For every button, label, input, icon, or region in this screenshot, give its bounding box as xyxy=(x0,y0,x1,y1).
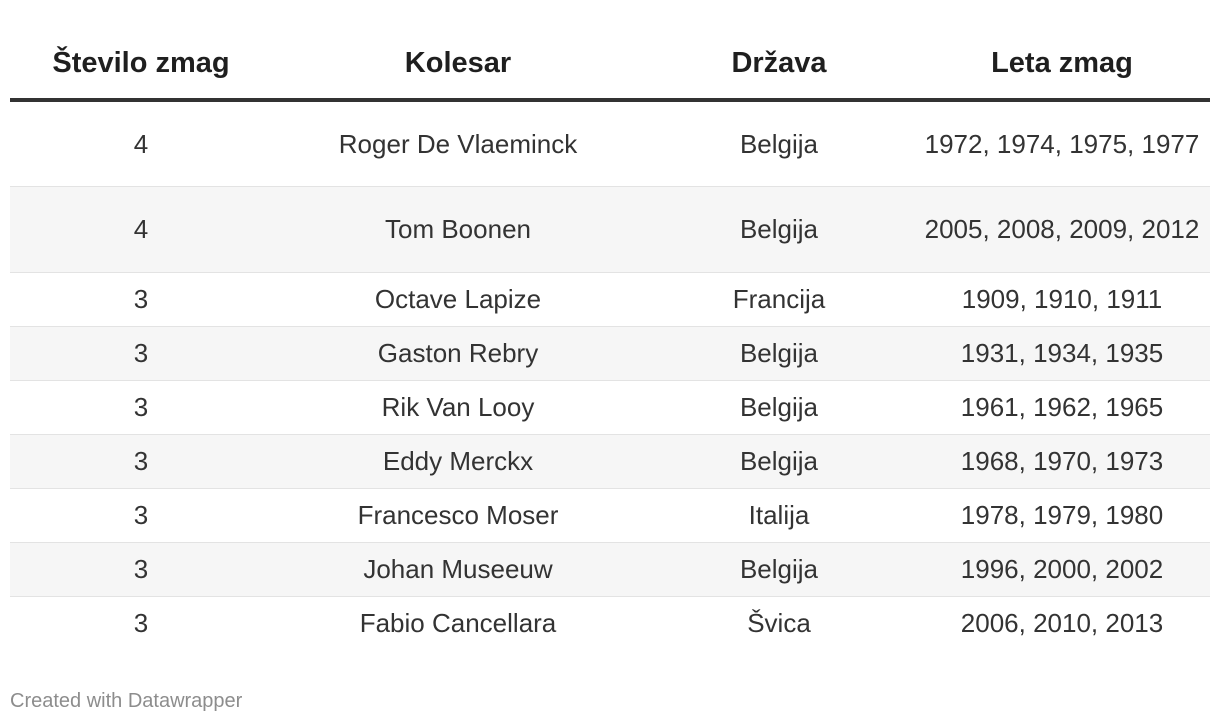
table-row: 3 Eddy Merckx Belgija 1968, 1970, 1973 xyxy=(10,434,1210,489)
cell-years: 1931, 1934, 1935 xyxy=(914,326,1210,381)
table-row: 3 Johan Museeuw Belgija 1996, 2000, 2002 xyxy=(10,542,1210,597)
cell-wins: 3 xyxy=(10,542,272,597)
cell-wins: 4 xyxy=(10,100,272,187)
table-row: 3 Francesco Moser Italija 1978, 1979, 1980 xyxy=(10,488,1210,543)
column-header-wins[interactable]: Število zmag xyxy=(10,28,272,102)
table-body: 4 Roger De Vlaeminck Belgija 1972, 1974, 19… xyxy=(10,100,1210,650)
cell-rider: Gaston Rebry xyxy=(272,326,644,381)
cell-wins: 3 xyxy=(10,488,272,543)
table-row: 4 Tom Boonen Belgija 2005, 2008, 2009, 2012 xyxy=(10,186,1210,273)
column-header-country[interactable]: Država xyxy=(644,28,914,102)
cell-wins: 3 xyxy=(10,380,272,435)
header-row: Število zmag Kolesar Država Leta zmag xyxy=(10,28,1210,102)
cell-rider: Fabio Cancellara xyxy=(359,608,557,639)
column-header-years[interactable]: Leta zmag xyxy=(914,28,1210,102)
cell-years: 1978, 1979, 1980 xyxy=(914,488,1210,543)
cell-country: Belgija xyxy=(644,186,914,273)
cell-years: 1972, 1974, 1975, 1977 xyxy=(914,100,1210,187)
cell-years: 1961, 1962, 1965 xyxy=(914,380,1210,435)
cell-wins: 3 xyxy=(10,434,272,489)
table-header: Število zmag Kolesar Država Leta zmag xyxy=(10,28,1210,102)
table-row: 3 Fabio Cancellara Švica 2006, 2010, 2013 xyxy=(10,596,1210,650)
cell-rider: Octave Lapize xyxy=(272,272,644,327)
cell-rider: Francesco Moser xyxy=(272,488,644,543)
cell-country: Belgija xyxy=(644,380,914,435)
cell-country: Belgija xyxy=(644,100,914,187)
cell-rider: Rik Van Looy xyxy=(272,380,644,435)
cell-wins: 3 xyxy=(133,608,149,639)
cell-country: Švica xyxy=(747,608,811,639)
table-row: 4 Roger De Vlaeminck Belgija 1972, 1974, 19… xyxy=(10,100,1210,187)
cell-wins: 3 xyxy=(10,326,272,381)
cell-years: 1909, 1910, 1911 xyxy=(914,272,1210,327)
table-row: 3 Rik Van Looy Belgija 1961, 1962, 1965 xyxy=(10,380,1210,435)
cell-country: Belgija xyxy=(644,542,914,597)
cell-country: Belgija xyxy=(644,326,914,381)
cell-rider: Tom Boonen xyxy=(272,186,644,273)
cell-rider: Johan Museeuw xyxy=(272,542,644,597)
cell-country: Belgija xyxy=(644,434,914,489)
cell-wins: 4 xyxy=(10,186,272,273)
footer-credit: Created with Datawrapper xyxy=(10,690,243,712)
cell-wins: 3 xyxy=(10,272,272,327)
column-header-rider[interactable]: Kolesar xyxy=(272,28,644,102)
table-row: 3 Gaston Rebry Belgija 1931, 1934, 1935 xyxy=(10,326,1210,381)
cell-country: Francija xyxy=(644,272,914,327)
cell-years: 2005, 2008, 2009, 2012 xyxy=(914,186,1210,273)
cell-years: 1996, 2000, 2002 xyxy=(914,542,1210,597)
cell-rider: Roger De Vlaeminck xyxy=(272,100,644,187)
cell-years: 2006, 2010, 2013 xyxy=(960,608,1164,639)
cell-years: 1968, 1970, 1973 xyxy=(914,434,1210,489)
table-row: 3 Octave Lapize Francija 1909, 1910, 1911 xyxy=(10,272,1210,327)
cell-rider: Eddy Merckx xyxy=(272,434,644,489)
cell-country: Italija xyxy=(644,488,914,543)
